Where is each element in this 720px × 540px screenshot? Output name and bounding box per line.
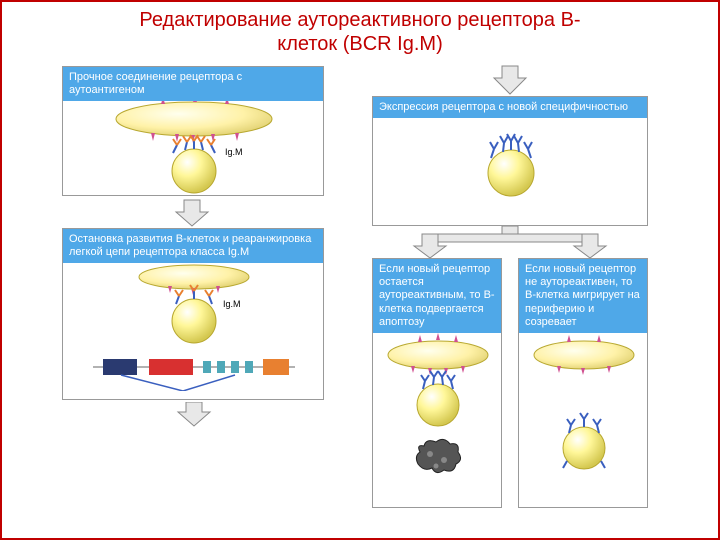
- panel-5-body: [519, 333, 647, 491]
- panel-3-body: [373, 118, 647, 214]
- arrow-p1-p2: [172, 198, 212, 228]
- panel-new-specificity: Экспрессия рецептора с новой специфичнос…: [372, 96, 648, 226]
- panel-1-body: Ig.M: [63, 101, 323, 197]
- panel-binding-autoantigen: Прочное соединение рецептора с аутоантиг…: [62, 66, 324, 196]
- panel-4-body: [373, 333, 501, 491]
- panel-4-header: Если новый рецептор остается аутореактив…: [373, 259, 501, 333]
- panel-maturation: Если новый рецептор не аутореактивен, то…: [518, 258, 648, 508]
- arrow-into-p3: [488, 64, 532, 96]
- igm-label-1: Ig.M: [225, 147, 243, 157]
- panel-3-header: Экспрессия рецептора с новой специфичнос…: [373, 97, 647, 118]
- diagram-canvas: Прочное соединение рецептора с аутоантиг…: [2, 58, 718, 534]
- title-line-2: клеток (BCR Ig.M): [277, 33, 442, 55]
- igm-label-2: Ig.M: [223, 299, 241, 309]
- main-title: Редактирование аутореактивного рецептора…: [2, 2, 718, 58]
- arrow-p2-out: [174, 402, 214, 428]
- panel-1-svg: Ig.M: [63, 101, 325, 197]
- panel-4-svg: [373, 333, 503, 491]
- panel-1-header: Прочное соединение рецептора с аутоантиг…: [63, 67, 323, 101]
- panel-3-svg: [373, 118, 649, 214]
- panel-apoptosis: Если новый рецептор остается аутореактив…: [372, 258, 502, 508]
- panel-2-svg: Ig.M: [63, 263, 325, 391]
- arrow-fork: [374, 226, 646, 260]
- panel-2-header: Остановка развития B-клеток и реаранжиро…: [63, 229, 323, 263]
- panel-5-svg: [519, 333, 649, 491]
- panel-5-header: Если новый рецептор не аутореактивен, то…: [519, 259, 647, 333]
- panel-2-body: Ig.M: [63, 263, 323, 391]
- title-line-1: Редактирование аутореактивного рецептора…: [139, 9, 580, 31]
- panel-rearrangement: Остановка развития B-клеток и реаранжиро…: [62, 228, 324, 400]
